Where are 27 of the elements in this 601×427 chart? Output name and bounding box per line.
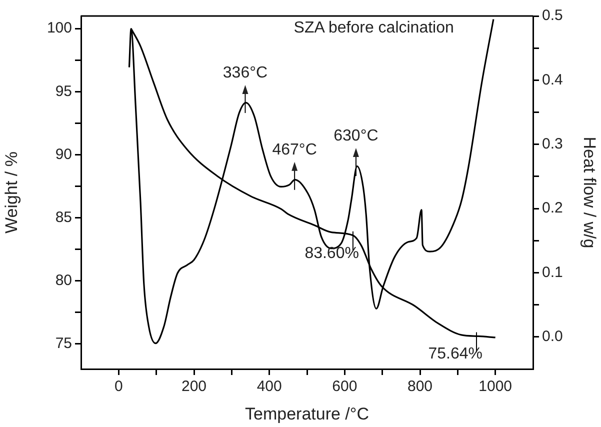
x-tick-label: 400 — [256, 378, 282, 396]
y-tick-label: 85 — [55, 208, 72, 226]
x-tick-label: 0 — [114, 378, 123, 396]
x-tick-label: 600 — [332, 378, 358, 396]
y-tick-label: 90 — [55, 146, 72, 163]
annotation: 467°C — [272, 141, 317, 158]
y-tick-label: 95 — [55, 82, 72, 100]
annotation: 83.60% — [304, 244, 359, 262]
annotation: 75.64% — [428, 346, 482, 363]
y2-tick-label: 0.3 — [542, 136, 563, 153]
annotation: 336°C — [222, 64, 268, 82]
y-tick-label: 75 — [55, 334, 72, 352]
y2-tick-label: 0.2 — [542, 200, 563, 217]
y-axis-title: Weight / % — [2, 152, 21, 234]
annotation: 630°C — [334, 127, 378, 144]
x-tick-label: 1000 — [478, 378, 512, 396]
x-tick-label: 800 — [407, 378, 433, 396]
y2-tick-label: 0.0 — [542, 328, 563, 346]
y-tick-label: 100 — [46, 20, 72, 37]
y-tick-label: 80 — [55, 272, 72, 289]
y2-tick-label: 0.5 — [542, 7, 563, 24]
y2-axis-title: Heat flow / w/g — [580, 136, 600, 248]
x-tick-label: 200 — [181, 378, 207, 396]
y2-tick-label: 0.4 — [542, 71, 563, 88]
x-axis-title: Temperature /°C — [245, 404, 369, 424]
y2-tick-label: 0.1 — [542, 264, 563, 281]
chart-title: SZA before calcination — [294, 19, 454, 36]
